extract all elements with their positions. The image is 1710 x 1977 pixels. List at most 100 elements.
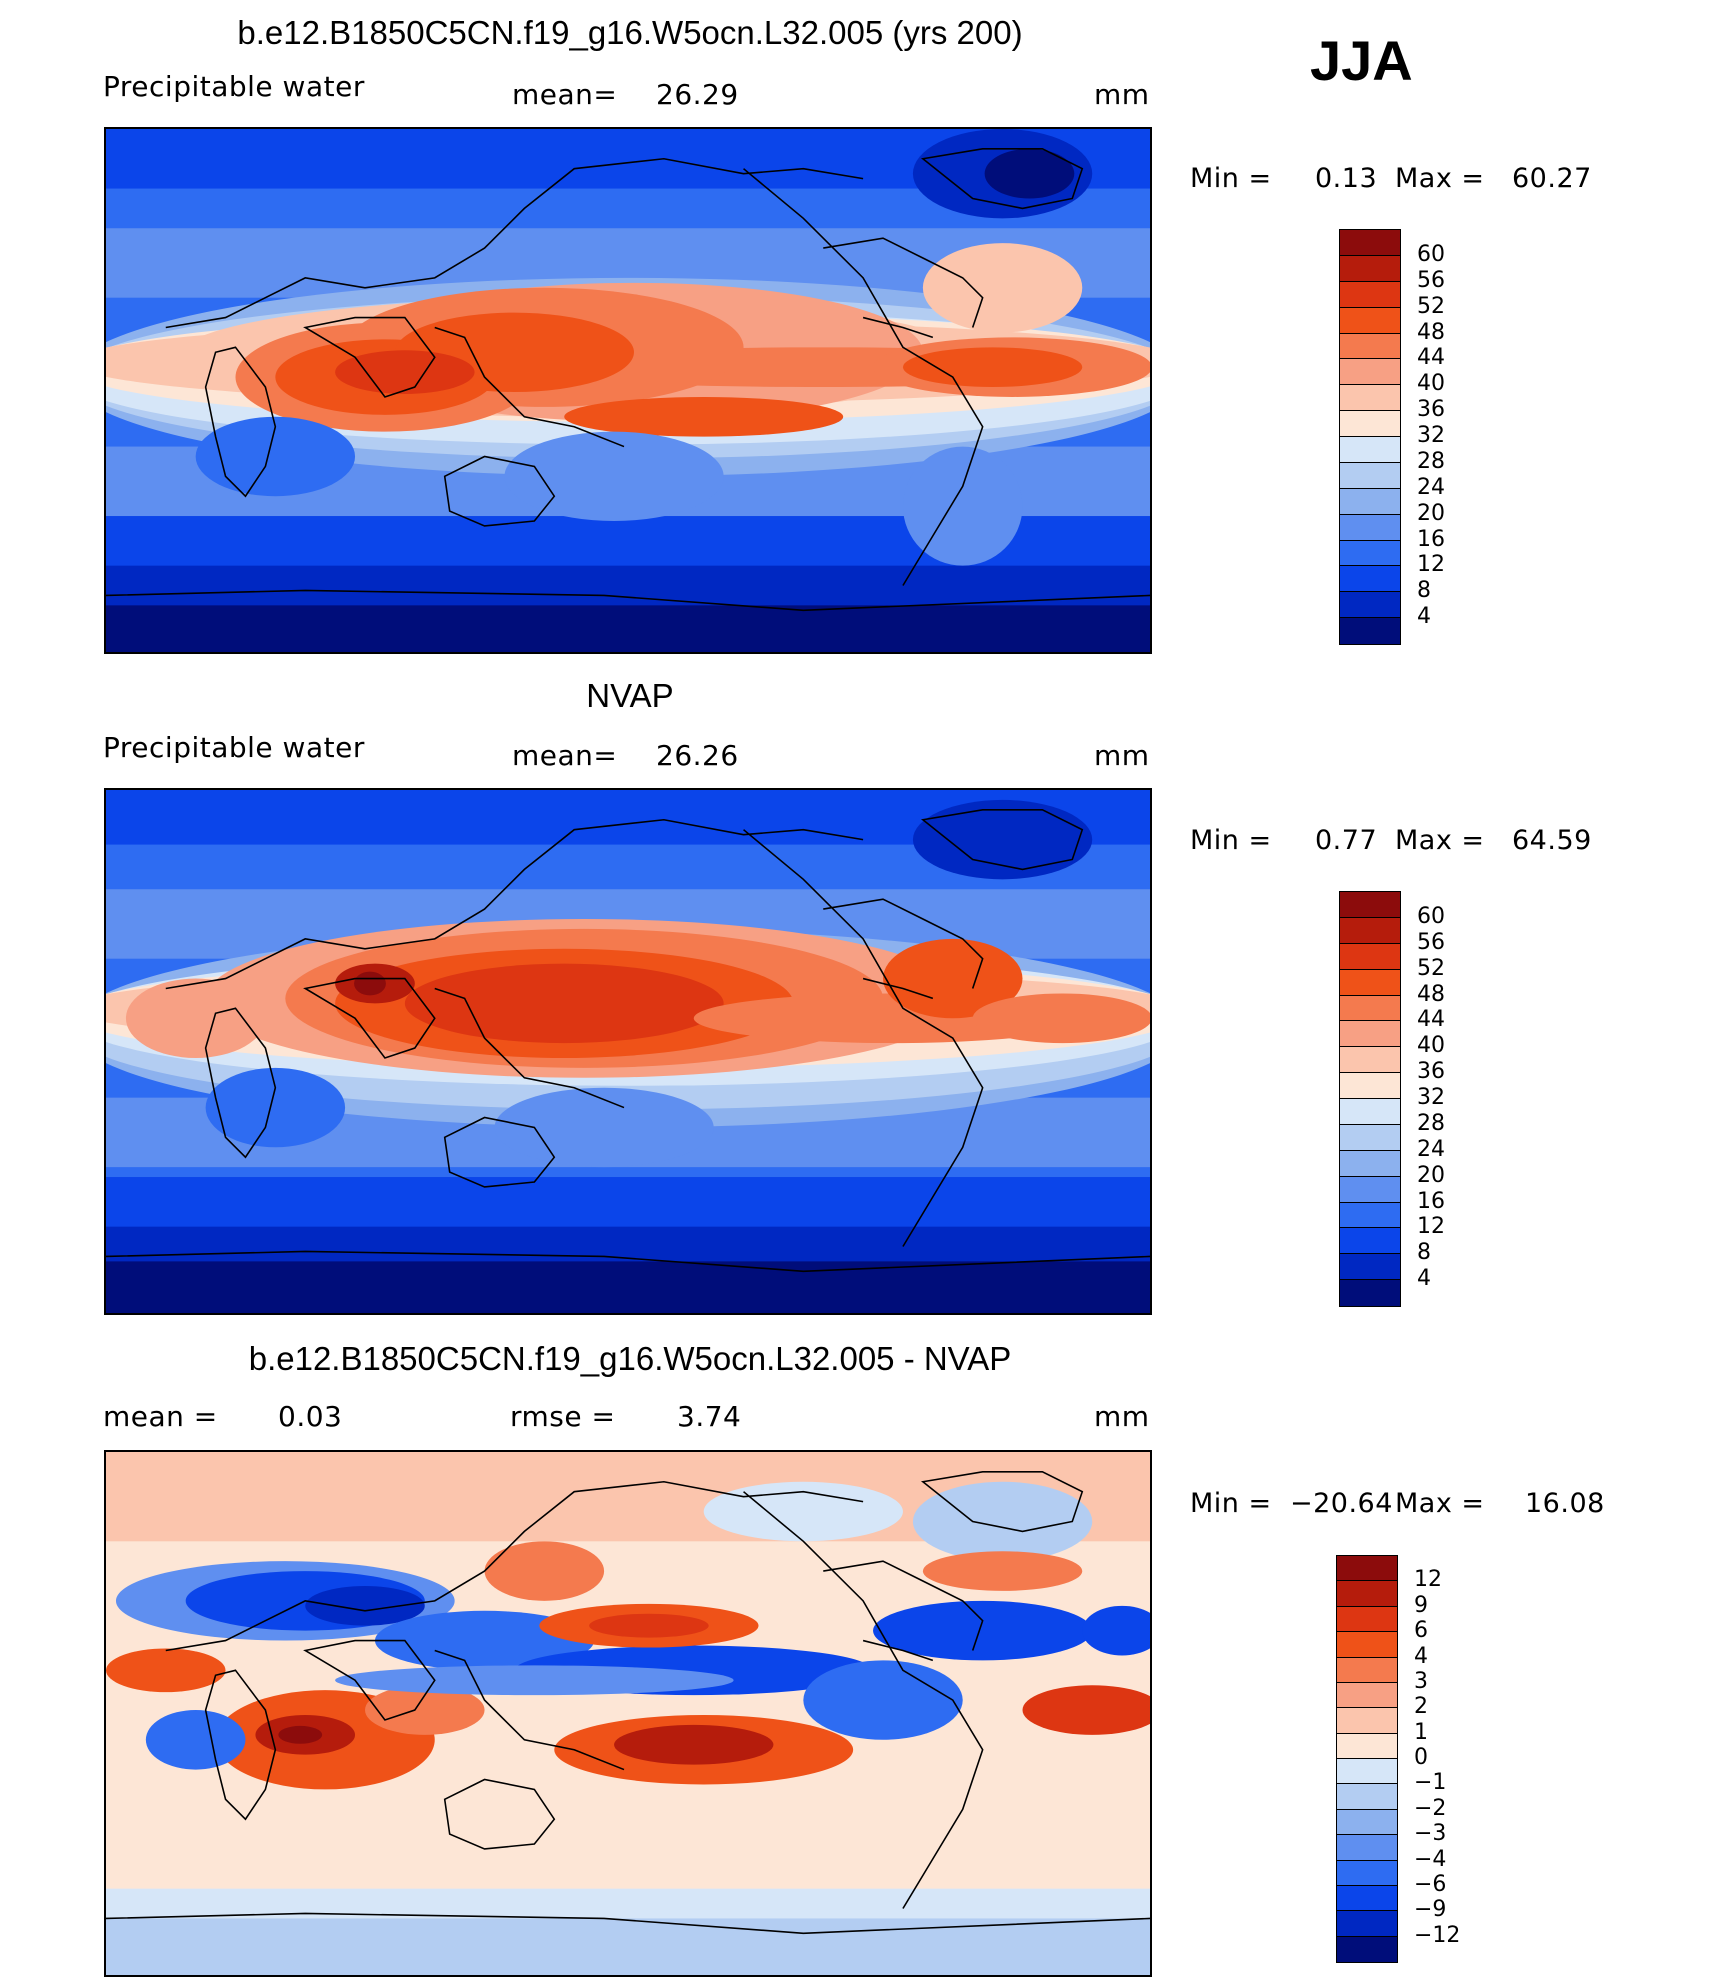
- colorbar-swatch: [1340, 411, 1400, 437]
- colorbar-tick-label: −9: [1414, 1897, 1447, 1923]
- colorbar-swatch: [1340, 969, 1400, 996]
- colorbar-swatch: [1337, 1581, 1397, 1607]
- panel-diff-colorbar: [1336, 1555, 1398, 1963]
- colorbar-tick-label: 4: [1417, 1266, 1431, 1292]
- colorbar-tick-label: −12: [1414, 1922, 1461, 1948]
- colorbar-tick-label: 56: [1417, 929, 1445, 955]
- colorbar-swatch: [1340, 1099, 1400, 1125]
- colorbar-swatch: [1340, 566, 1400, 593]
- colorbar-tick-label: 12: [1417, 1214, 1445, 1240]
- colorbar-swatch: [1337, 1809, 1397, 1836]
- colorbar-swatch: [1340, 1176, 1400, 1203]
- colorbar-swatch: [1337, 1632, 1397, 1658]
- colorbar-tick-label: 28: [1417, 1110, 1445, 1136]
- colorbar-tick-label: 8: [1417, 578, 1431, 604]
- panel-obs-max-value: 64.59: [1512, 825, 1592, 856]
- panel-diff-mean-value: 0.03: [278, 1400, 343, 1433]
- colorbar-swatch: [1340, 1150, 1400, 1177]
- colorbar-tick-label: 40: [1417, 1033, 1445, 1059]
- colorbar-tick-label: 48: [1417, 319, 1445, 345]
- colorbar-swatch: [1340, 255, 1400, 282]
- panel-obs-max-label: Max =: [1395, 825, 1485, 856]
- colorbar-swatch: [1337, 1835, 1397, 1861]
- panel-diff-mean-label: mean =: [103, 1400, 218, 1433]
- colorbar-tick-label: 44: [1417, 1007, 1445, 1033]
- colorbar-swatch: [1340, 943, 1400, 970]
- pw-model-field: [106, 129, 1150, 652]
- colorbar-tick-label: 16: [1417, 526, 1445, 552]
- panel-obs-mean-value: 26.26: [656, 739, 739, 772]
- panel-model-map: [104, 127, 1152, 654]
- colorbar-swatch: [1337, 1733, 1397, 1759]
- colorbar-tick-label: 4: [1417, 604, 1431, 630]
- panel-obs-colorbar: [1339, 891, 1401, 1307]
- panel-model-variable-label: Precipitable water: [103, 70, 365, 103]
- colorbar-tick-label: 24: [1417, 1136, 1445, 1162]
- colorbar-tick-label: 8: [1417, 1240, 1431, 1266]
- colorbar-swatch: [1337, 1708, 1397, 1734]
- colorbar-swatch: [1340, 230, 1400, 256]
- colorbar-swatch: [1340, 917, 1400, 944]
- colorbar-swatch: [1340, 1021, 1400, 1048]
- pw-diff-field: [106, 1452, 1150, 1975]
- colorbar-tick-label: 52: [1417, 955, 1445, 981]
- colorbar-tick-label: 52: [1417, 293, 1445, 319]
- panel-model-colorbar: [1339, 229, 1401, 645]
- colorbar-tick-label: 36: [1417, 397, 1445, 423]
- season-label: JJA: [1310, 29, 1413, 92]
- panel-diff-max-label: Max =: [1395, 1488, 1485, 1519]
- colorbar-swatch: [1340, 359, 1400, 386]
- colorbar-swatch: [1337, 1784, 1397, 1810]
- colorbar-swatch: [1340, 995, 1400, 1022]
- colorbar-swatch: [1340, 1047, 1400, 1074]
- colorbar-swatch: [1337, 1657, 1397, 1683]
- panel-model-max-value: 60.27: [1512, 163, 1592, 194]
- colorbar-swatch: [1340, 1202, 1400, 1229]
- colorbar-tick-label: 2: [1414, 1694, 1428, 1720]
- colorbar-tick-label: 12: [1417, 552, 1445, 578]
- panel-obs-variable-label: Precipitable water: [103, 731, 365, 764]
- colorbar-swatch: [1337, 1860, 1397, 1886]
- panel-obs-min-value: 0.77: [1315, 825, 1378, 856]
- colorbar-swatch: [1337, 1911, 1397, 1937]
- colorbar-tick-label: 24: [1417, 474, 1445, 500]
- colorbar-swatch: [1340, 540, 1400, 567]
- colorbar-swatch: [1337, 1606, 1397, 1633]
- colorbar-swatch: [1340, 1073, 1400, 1099]
- panel-obs-units: mm: [1094, 739, 1150, 772]
- panel-model-mean-label: mean=: [512, 78, 618, 111]
- colorbar-tick-label: 0: [1414, 1745, 1428, 1770]
- panel-diff-map: [104, 1450, 1152, 1977]
- colorbar-swatch: [1340, 333, 1400, 360]
- colorbar-tick-label: −4: [1414, 1846, 1447, 1872]
- colorbar-swatch: [1340, 892, 1400, 918]
- panel-diff-units: mm: [1094, 1400, 1150, 1433]
- panel-model-max-label: Max =: [1395, 163, 1485, 194]
- colorbar-tick-label: 1: [1414, 1719, 1428, 1745]
- colorbar-swatch: [1337, 1885, 1397, 1912]
- colorbar-tick-label: 60: [1417, 903, 1445, 929]
- colorbar-tick-label: 3: [1414, 1668, 1428, 1694]
- colorbar-tick-label: 32: [1417, 1085, 1445, 1110]
- panel-obs-mean-label: mean=: [512, 739, 618, 772]
- colorbar-tick-label: 44: [1417, 345, 1445, 371]
- colorbar-swatch: [1340, 514, 1400, 541]
- panel-diff-min-label: Min =: [1190, 1488, 1272, 1519]
- colorbar-swatch: [1337, 1682, 1397, 1709]
- colorbar-swatch: [1340, 1228, 1400, 1255]
- panel-obs-title: NVAP: [586, 677, 674, 714]
- panel-model-units: mm: [1094, 78, 1150, 111]
- colorbar-tick-label: 56: [1417, 267, 1445, 293]
- panel-diff-rmse-value: 3.74: [677, 1400, 742, 1433]
- colorbar-tick-label: 28: [1417, 448, 1445, 474]
- colorbar-swatch: [1340, 488, 1400, 515]
- colorbar-swatch: [1340, 1280, 1400, 1306]
- colorbar-swatch: [1337, 1936, 1397, 1962]
- panel-diff-title: b.e12.B1850C5CN.f19_g16.W5ocn.L32.005 - …: [248, 1340, 1012, 1377]
- panel-model-title: b.e12.B1850C5CN.f19_g16.W5ocn.L32.005 (y…: [237, 14, 1023, 51]
- colorbar-swatch: [1340, 462, 1400, 489]
- colorbar-tick-label: 20: [1417, 500, 1445, 526]
- panel-diff-max-value: 16.08: [1525, 1488, 1605, 1519]
- colorbar-tick-label: 32: [1417, 423, 1445, 448]
- panel-model-mean-value: 26.29: [656, 78, 739, 111]
